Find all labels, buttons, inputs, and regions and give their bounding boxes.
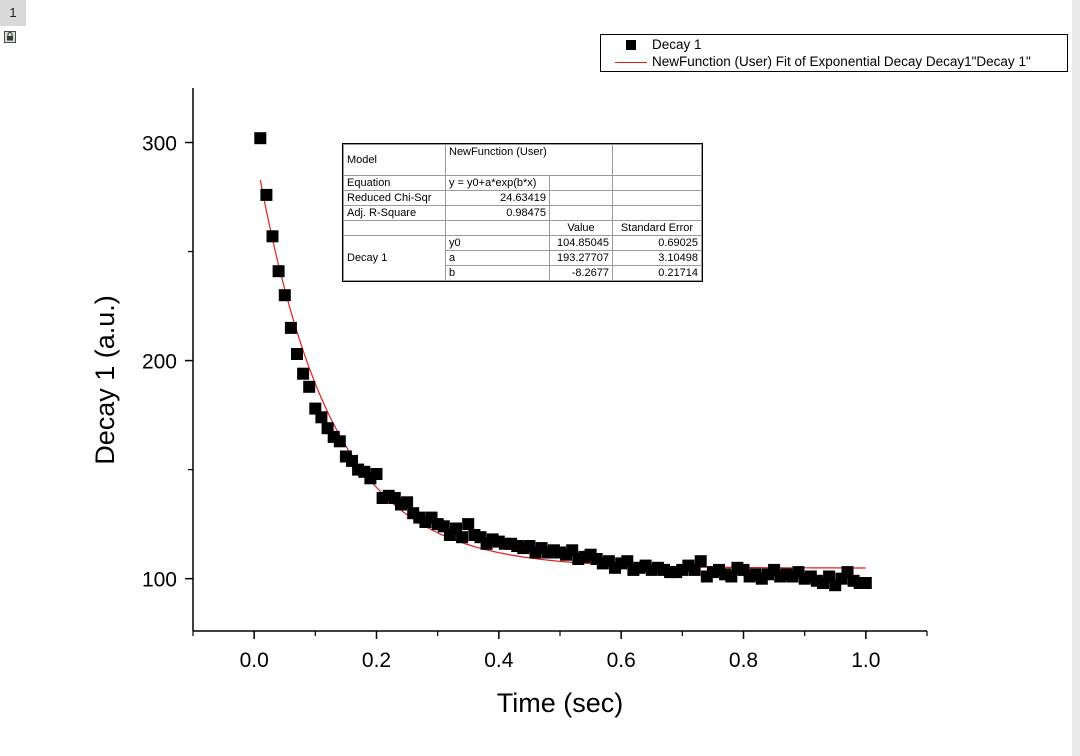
param-name: b [445, 265, 550, 281]
x-tick-label: 0.6 [607, 649, 636, 672]
value-header: Value [549, 220, 613, 236]
table-row: Model NewFunction (User) [343, 144, 702, 176]
line-marker-icon [615, 62, 647, 63]
data-point [284, 321, 297, 334]
table-row: b -8.2677 0.21714 [344, 265, 702, 281]
table-cell [343, 220, 446, 236]
x-tick-label: 0.0 [240, 649, 269, 672]
fit-results-table: Model NewFunction (User) Equation y = y0… [342, 143, 703, 282]
data-point [315, 411, 328, 424]
y-tick-label: 200 [142, 351, 177, 374]
dataset-label: Decay 1 [343, 235, 446, 281]
data-point [425, 511, 438, 524]
model-label: Model [343, 144, 446, 176]
table-row: Reduced Chi-Sqr 24.63419 [343, 190, 702, 206]
data-point [291, 348, 303, 360]
table-cell [612, 190, 702, 206]
model-value: NewFunction (User) [445, 144, 613, 176]
table-cell [549, 175, 613, 191]
x-tick-label: 0.4 [484, 649, 514, 672]
chart-legend: Decay 1 NewFunction (User) Fit of Expone… [600, 34, 1068, 72]
param-name: y0 [445, 235, 550, 251]
param-name: a [445, 250, 550, 266]
param-error: 0.69025 [612, 235, 702, 251]
data-point [859, 577, 872, 589]
table-row: Value Standard Error [343, 220, 702, 236]
data-point [694, 555, 707, 568]
data-point [297, 367, 310, 380]
chart-ticks: 0.0 0.2 0.4 0.6 0.8 1.0 100 200 300 [142, 133, 928, 672]
param-error: 3.10498 [612, 250, 702, 266]
x-axis-label: Time (sec) [497, 688, 624, 718]
adjr-label: Adj. R-Square [343, 205, 446, 221]
data-point [456, 531, 469, 544]
table-row: Adj. R-Square 0.98475 [343, 205, 702, 221]
table-cell [612, 205, 702, 221]
y-tick-label: 100 [142, 569, 177, 592]
vertical-scrollbar[interactable] [1072, 0, 1080, 756]
equation-label: Equation [343, 175, 446, 191]
data-point [266, 230, 279, 243]
legend-label-fit: NewFunction (User) Fit of Exponential De… [652, 54, 1031, 69]
x-tick-label: 0.2 [362, 649, 391, 672]
square-marker-icon [626, 40, 636, 50]
data-point [401, 496, 414, 509]
table-cell [612, 144, 702, 176]
param-value: 193.27707 [549, 250, 613, 266]
error-header: Standard Error [612, 220, 702, 236]
chisqr-value: 24.63419 [445, 190, 550, 206]
param-error: 0.21714 [612, 265, 702, 281]
chisqr-label: Reduced Chi-Sqr [343, 190, 446, 206]
param-value: 104.85045 [549, 235, 613, 251]
page-number-tab[interactable]: 1 [0, 0, 26, 26]
data-point [278, 289, 291, 302]
lock-icon [4, 31, 16, 43]
data-point [462, 518, 475, 531]
table-cell [549, 190, 613, 206]
data-point [370, 468, 383, 480]
data-point [272, 265, 285, 278]
x-tick-label: 1.0 [851, 649, 880, 672]
y-tick-label: 300 [142, 133, 177, 156]
y-axis-label: Decay 1 (a.u.) [90, 295, 120, 465]
data-point [254, 132, 267, 145]
data-point [505, 537, 518, 550]
table-row: Decay 1 y0 104.85045 0.69025 [343, 235, 702, 281]
data-point [260, 188, 273, 201]
legend-item-fit: NewFunction (User) Fit of Exponential De… [601, 53, 1067, 71]
x-tick-label: 0.8 [729, 649, 758, 672]
table-cell [445, 220, 550, 236]
table-cell [612, 175, 702, 191]
data-point [303, 380, 316, 393]
data-points [254, 132, 872, 592]
legend-item-decay: Decay 1 [601, 36, 1067, 54]
data-point [413, 511, 426, 524]
equation-value: y = y0+a*exp(b*x) [445, 175, 550, 191]
legend-label-decay: Decay 1 [652, 37, 702, 52]
table-row: Equation y = y0+a*exp(b*x) [343, 175, 702, 191]
param-value: -8.2677 [549, 265, 613, 281]
adjr-value: 0.98475 [445, 205, 550, 221]
data-point [333, 435, 346, 448]
table-cell [549, 205, 613, 221]
